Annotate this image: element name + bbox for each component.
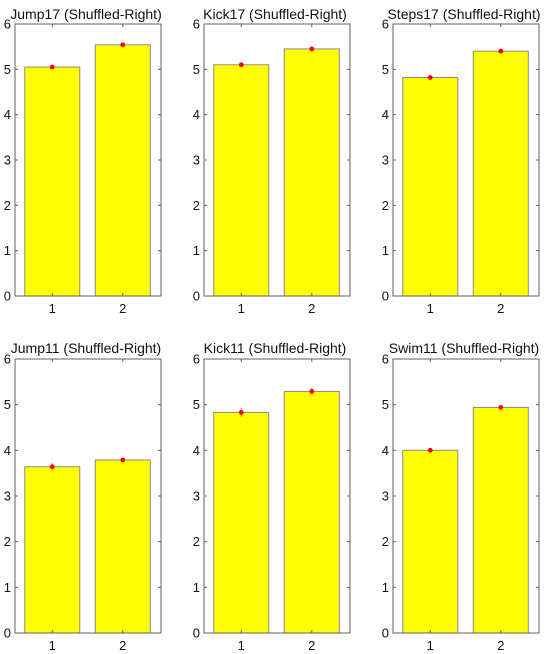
bar — [472, 50, 529, 297]
panel-title: Kick17 (Shuffled-Right) — [203, 6, 347, 22]
y-tick-label: 2 — [193, 534, 200, 549]
y-tick-label: 1 — [4, 243, 11, 258]
mean-dot — [49, 464, 55, 470]
panel-kick17: Kick17 (Shuffled-Right) 1 2 0 1 2 3 4 5 6 — [193, 6, 351, 316]
mean-dot — [427, 447, 433, 453]
bar — [283, 390, 340, 634]
mean-dot — [309, 389, 315, 394]
panel-title: Swim11 (Shuffled-Right) — [389, 340, 539, 356]
y-tick-label: 1 — [382, 580, 389, 595]
mean-dot — [120, 457, 126, 463]
y-tick-label: 0 — [382, 289, 389, 304]
y-tick-label: 4 — [382, 107, 389, 122]
mean-dot — [238, 62, 244, 68]
y-tick-label: 6 — [193, 17, 200, 32]
y-tick-label: 6 — [4, 17, 11, 32]
bar — [94, 459, 151, 634]
bar — [24, 466, 81, 634]
y-tick-label: 1 — [193, 580, 200, 595]
y-tick-label: 1 — [382, 243, 389, 258]
y-tick-label: 3 — [193, 489, 200, 504]
bar — [94, 44, 151, 297]
y-tick-label: 6 — [382, 17, 389, 32]
y-tick-label: 2 — [4, 198, 11, 213]
x-tick-label: 2 — [497, 301, 504, 316]
mean-dot — [309, 46, 315, 52]
y-tick-label: 3 — [382, 153, 389, 168]
y-tick-label: 2 — [4, 534, 11, 549]
y-tick-label: 0 — [382, 626, 389, 641]
y-tick-label: 5 — [4, 397, 11, 412]
y-tick-label: 4 — [193, 443, 200, 458]
mean-dot — [238, 410, 244, 415]
y-tick-label: 5 — [4, 62, 11, 77]
x-tick-label: 2 — [119, 301, 126, 316]
mean-dot — [498, 405, 504, 410]
y-tick-label: 4 — [382, 443, 389, 458]
y-tick-label: 5 — [193, 397, 200, 412]
panel-title: Jump17 (Shuffled-Right) — [10, 6, 161, 22]
y-tick-label: 4 — [4, 443, 11, 458]
y-tick-label: 0 — [193, 626, 200, 641]
bar — [24, 66, 81, 297]
x-tick-label: 2 — [308, 301, 315, 316]
y-tick-label: 0 — [4, 626, 11, 641]
mean-dot — [49, 64, 55, 70]
y-tick-label: 6 — [193, 352, 200, 367]
bar — [402, 449, 459, 634]
y-tick-label: 0 — [4, 289, 11, 304]
panel-title: Jump11 (Shuffled-Right) — [11, 340, 161, 356]
y-tick-label: 5 — [193, 62, 200, 77]
mean-dot — [427, 75, 433, 80]
y-tick-label: 1 — [193, 243, 200, 258]
bar — [213, 64, 270, 297]
y-tick-label: 2 — [382, 198, 389, 213]
bar — [472, 406, 529, 634]
panel-kick11: Kick11 (Shuffled-Right) 1 2 0 1 2 3 4 5 6 — [193, 340, 351, 653]
y-tick-label: 4 — [193, 107, 200, 122]
x-tick-label: 1 — [49, 638, 56, 653]
y-tick-label: 4 — [4, 107, 11, 122]
x-tick-label: 2 — [119, 638, 126, 653]
bar — [283, 48, 340, 297]
mean-dot — [120, 42, 126, 48]
x-tick-label: 1 — [427, 301, 434, 316]
panel-jump17: Jump17 (Shuffled-Right) 1 2 0 1 2 3 4 5 6 — [4, 6, 162, 316]
y-tick-label: 2 — [193, 198, 200, 213]
y-tick-label: 5 — [382, 397, 389, 412]
y-tick-label: 1 — [4, 580, 11, 595]
x-tick-label: 2 — [308, 638, 315, 653]
panel-title: Kick11 (Shuffled-Right) — [204, 340, 347, 356]
bar — [402, 76, 459, 297]
y-tick-label: 3 — [4, 153, 11, 168]
bar — [213, 411, 270, 634]
x-tick-label: 1 — [238, 301, 245, 316]
panel-title: Steps17 (Shuffled-Right) — [387, 6, 540, 22]
x-tick-label: 1 — [427, 638, 434, 653]
x-tick-label: 1 — [49, 301, 56, 316]
panel-steps17: Steps17 (Shuffled-Right) 1 2 0 1 2 3 4 5 6 — [382, 6, 541, 316]
y-tick-label: 0 — [193, 289, 200, 304]
x-tick-label: 1 — [238, 638, 245, 653]
panel-jump11: Jump11 (Shuffled-Right) 1 2 0 1 2 3 4 5 6 — [4, 340, 162, 653]
y-tick-label: 3 — [382, 489, 389, 504]
y-tick-label: 2 — [382, 534, 389, 549]
panel-swim11: Swim11 (Shuffled-Right) 1 2 0 1 2 3 4 5 6 — [382, 340, 540, 653]
y-tick-label: 5 — [382, 62, 389, 77]
y-tick-label: 6 — [4, 352, 11, 367]
y-tick-label: 3 — [4, 489, 11, 504]
y-tick-label: 3 — [193, 153, 200, 168]
mean-dot — [498, 48, 504, 54]
x-tick-label: 2 — [497, 638, 504, 653]
y-tick-label: 6 — [382, 352, 389, 367]
